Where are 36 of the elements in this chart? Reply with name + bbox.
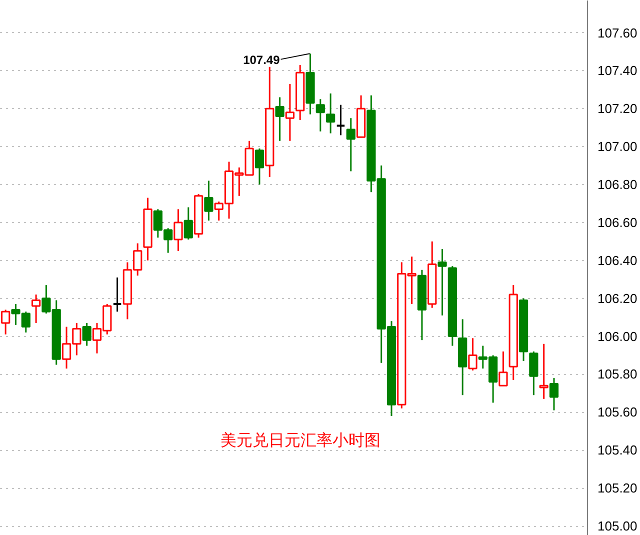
y-tick-label: 106.20 [598, 290, 638, 306]
candlestick [254, 148, 264, 186]
y-tick-label: 107.60 [598, 25, 638, 40]
candlestick [438, 248, 447, 316]
y-tick-label: 106.40 [598, 252, 638, 268]
y-tick-label: 105.40 [598, 442, 638, 458]
candlestick [539, 343, 548, 400]
y-tick-label: 105.00 [598, 518, 638, 534]
candlestick [82, 322, 92, 347]
y-tick-label: 106.60 [598, 214, 638, 230]
candlestick [498, 350, 508, 386]
candlestick [275, 96, 284, 142]
candlestick [468, 337, 478, 372]
candlestick [31, 294, 41, 324]
candlestick [316, 98, 325, 132]
y-tick-label: 105.20 [598, 480, 638, 496]
y-tick-label: 107.20 [598, 101, 638, 116]
candlestick [184, 206, 193, 240]
y-tick-label: 107.00 [598, 139, 638, 154]
candlestick [326, 92, 336, 134]
candlestick [204, 180, 214, 222]
candlestick [112, 276, 122, 312]
y-tick-label: 105.60 [598, 404, 638, 420]
candlestick [174, 208, 183, 252]
candlestick [1, 308, 10, 336]
text: 美元兑日元汇率小时图 [220, 432, 380, 450]
y-tick-label: 106.80 [598, 177, 638, 192]
candlestick [529, 350, 538, 396]
candlestick [549, 377, 559, 412]
y-tick-label: 105.80 [598, 366, 638, 382]
y-tick-label: 107.40 [598, 63, 638, 78]
candlestick [346, 117, 356, 172]
annotation: 107.49 [243, 52, 280, 67]
candlestick [336, 104, 346, 136]
candlestick [285, 83, 294, 142]
y-tick-label: 106.00 [598, 328, 638, 344]
